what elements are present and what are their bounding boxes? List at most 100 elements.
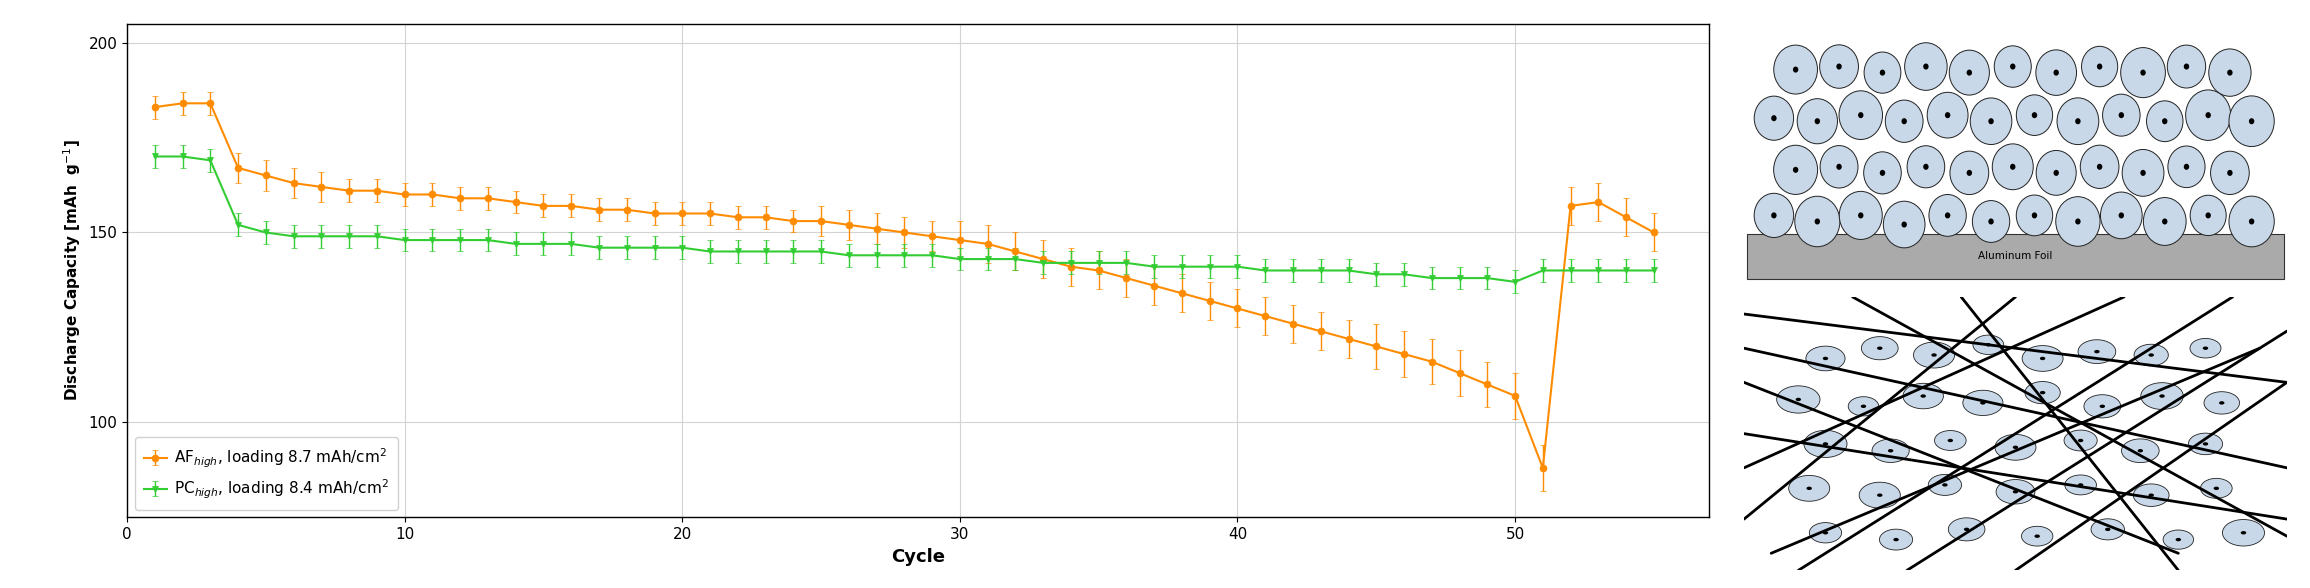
- Circle shape: [2021, 526, 2054, 546]
- Circle shape: [2176, 538, 2181, 542]
- Circle shape: [1945, 212, 1950, 219]
- Circle shape: [1996, 435, 2035, 460]
- Circle shape: [1857, 212, 1864, 219]
- Circle shape: [1839, 91, 1883, 139]
- Circle shape: [2102, 94, 2139, 136]
- Circle shape: [1795, 196, 1839, 247]
- Circle shape: [2241, 531, 2245, 534]
- Circle shape: [1908, 146, 1945, 188]
- Circle shape: [1878, 346, 1883, 350]
- Circle shape: [2012, 490, 2019, 493]
- Circle shape: [1806, 487, 1811, 490]
- Circle shape: [1864, 152, 1901, 194]
- Circle shape: [1836, 163, 1841, 170]
- Circle shape: [2021, 346, 2063, 372]
- Circle shape: [1753, 96, 1793, 141]
- Circle shape: [2141, 170, 2146, 176]
- Circle shape: [1991, 144, 2033, 190]
- Text: Aluminum Foil: Aluminum Foil: [1977, 251, 2054, 261]
- Circle shape: [1973, 201, 2010, 242]
- Circle shape: [2095, 350, 2100, 353]
- Circle shape: [2033, 212, 2037, 219]
- Circle shape: [1950, 50, 1989, 95]
- Legend: AF$_{high}$, loading 8.7 mAh/cm$^2$, PC$_{high}$, loading 8.4 mAh/cm$^2$: AF$_{high}$, loading 8.7 mAh/cm$^2$, PC$…: [134, 437, 397, 510]
- Circle shape: [1860, 482, 1901, 508]
- Circle shape: [2162, 118, 2167, 124]
- Circle shape: [1929, 475, 1961, 496]
- Circle shape: [1924, 64, 1929, 69]
- Circle shape: [1894, 538, 1899, 542]
- Circle shape: [1880, 529, 1913, 550]
- Circle shape: [2084, 395, 2121, 418]
- Circle shape: [1804, 430, 1848, 457]
- Circle shape: [1823, 357, 1827, 360]
- Circle shape: [2017, 95, 2054, 135]
- Circle shape: [2208, 49, 2250, 96]
- Circle shape: [1774, 145, 1818, 195]
- Circle shape: [1966, 69, 1973, 76]
- Circle shape: [2211, 151, 2250, 195]
- Circle shape: [2097, 64, 2102, 69]
- Circle shape: [1836, 64, 1841, 69]
- Circle shape: [2141, 69, 2146, 76]
- Circle shape: [1820, 146, 1857, 188]
- Circle shape: [2190, 195, 2227, 236]
- Circle shape: [1933, 430, 1966, 450]
- Circle shape: [1964, 527, 1970, 531]
- Circle shape: [1987, 343, 1991, 346]
- Circle shape: [2033, 112, 2037, 118]
- Circle shape: [2012, 446, 2019, 449]
- Circle shape: [2222, 520, 2264, 546]
- Circle shape: [1862, 337, 1899, 360]
- Circle shape: [2081, 46, 2118, 87]
- Circle shape: [1774, 45, 1818, 94]
- Circle shape: [1920, 395, 1927, 397]
- Circle shape: [1973, 335, 2003, 355]
- Circle shape: [2160, 395, 2164, 397]
- Circle shape: [2079, 483, 2084, 487]
- Circle shape: [1793, 66, 1797, 72]
- Circle shape: [1878, 493, 1883, 497]
- Circle shape: [2074, 219, 2081, 225]
- Circle shape: [1806, 346, 1846, 371]
- Circle shape: [1823, 442, 1827, 446]
- Circle shape: [1857, 112, 1864, 118]
- Circle shape: [2054, 170, 2058, 176]
- Circle shape: [2035, 50, 2077, 95]
- Circle shape: [2121, 439, 2160, 463]
- Circle shape: [2118, 112, 2125, 118]
- Circle shape: [1927, 92, 1968, 138]
- Circle shape: [2146, 101, 2183, 142]
- Circle shape: [2026, 382, 2061, 404]
- Circle shape: [1776, 386, 1820, 413]
- Circle shape: [2162, 530, 2194, 549]
- Circle shape: [1880, 170, 1885, 176]
- Circle shape: [2035, 534, 2040, 538]
- Circle shape: [2137, 449, 2144, 452]
- Circle shape: [1989, 219, 1994, 225]
- Circle shape: [1823, 531, 1827, 534]
- Circle shape: [2148, 353, 2153, 357]
- Circle shape: [2167, 45, 2206, 88]
- Circle shape: [2040, 357, 2044, 360]
- Circle shape: [1883, 201, 1924, 248]
- Circle shape: [2010, 64, 2014, 69]
- Circle shape: [2229, 196, 2275, 247]
- Circle shape: [1887, 449, 1894, 452]
- Circle shape: [2065, 475, 2097, 495]
- Circle shape: [2065, 430, 2097, 451]
- Circle shape: [2250, 219, 2255, 225]
- Circle shape: [1809, 523, 1841, 543]
- Circle shape: [2148, 493, 2153, 497]
- Circle shape: [2100, 405, 2104, 408]
- Circle shape: [2091, 519, 2125, 540]
- Circle shape: [2206, 212, 2211, 219]
- Circle shape: [1994, 46, 2030, 87]
- Circle shape: [2183, 64, 2190, 69]
- Circle shape: [1816, 219, 1820, 225]
- Circle shape: [1901, 118, 1908, 124]
- Circle shape: [2204, 392, 2238, 414]
- Circle shape: [1989, 118, 1994, 124]
- Circle shape: [2079, 340, 2116, 363]
- Circle shape: [2229, 96, 2275, 146]
